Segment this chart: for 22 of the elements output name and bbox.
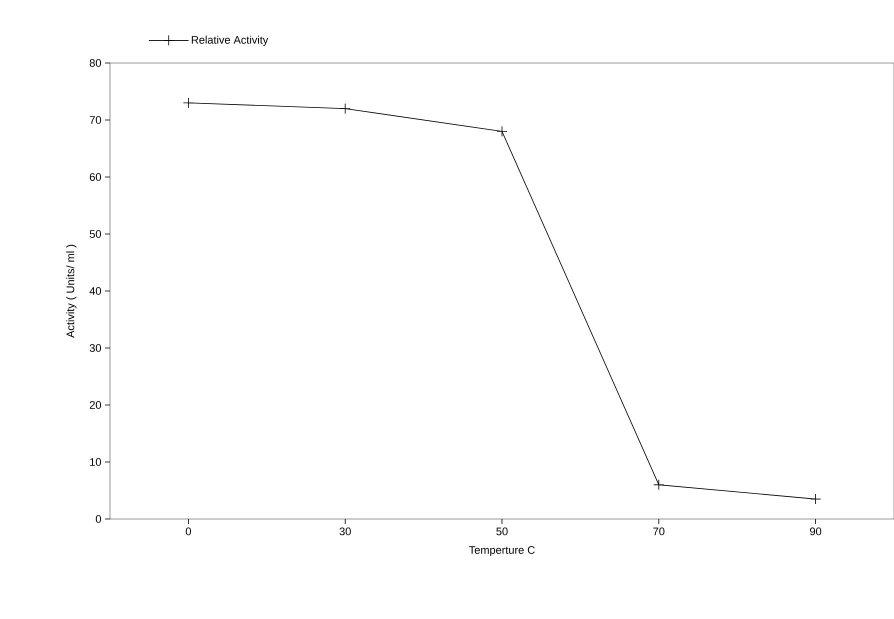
y-tick-label: 10 <box>90 458 102 466</box>
point <box>340 103 351 114</box>
y-tick-label: 80 <box>90 59 102 67</box>
point <box>183 98 194 108</box>
legend-label: Relative Activity <box>192 36 268 46</box>
y-tick-label: 50 <box>90 230 102 238</box>
point <box>496 126 508 137</box>
y-tick-label: 30 <box>90 344 102 352</box>
y-tick-label: 0 <box>96 515 102 523</box>
x-tick-label: 0 <box>186 528 192 536</box>
y-axis-title: Activity ( Units/ ml ) <box>66 244 76 338</box>
x-tick-label: 70 <box>653 528 664 536</box>
y-tick-label: 20 <box>90 401 102 409</box>
y-tick-label: 40 <box>90 287 102 295</box>
point <box>653 479 664 490</box>
x-axis-title: Temperture C <box>469 546 535 556</box>
x-tick-label: 90 <box>810 528 822 536</box>
y-tick-label: 60 <box>90 173 102 181</box>
point <box>810 494 822 504</box>
x-tick-label: 30 <box>340 528 351 536</box>
x-tick-label: 50 <box>496 528 508 536</box>
y-tick-label: 70 <box>90 116 102 124</box>
